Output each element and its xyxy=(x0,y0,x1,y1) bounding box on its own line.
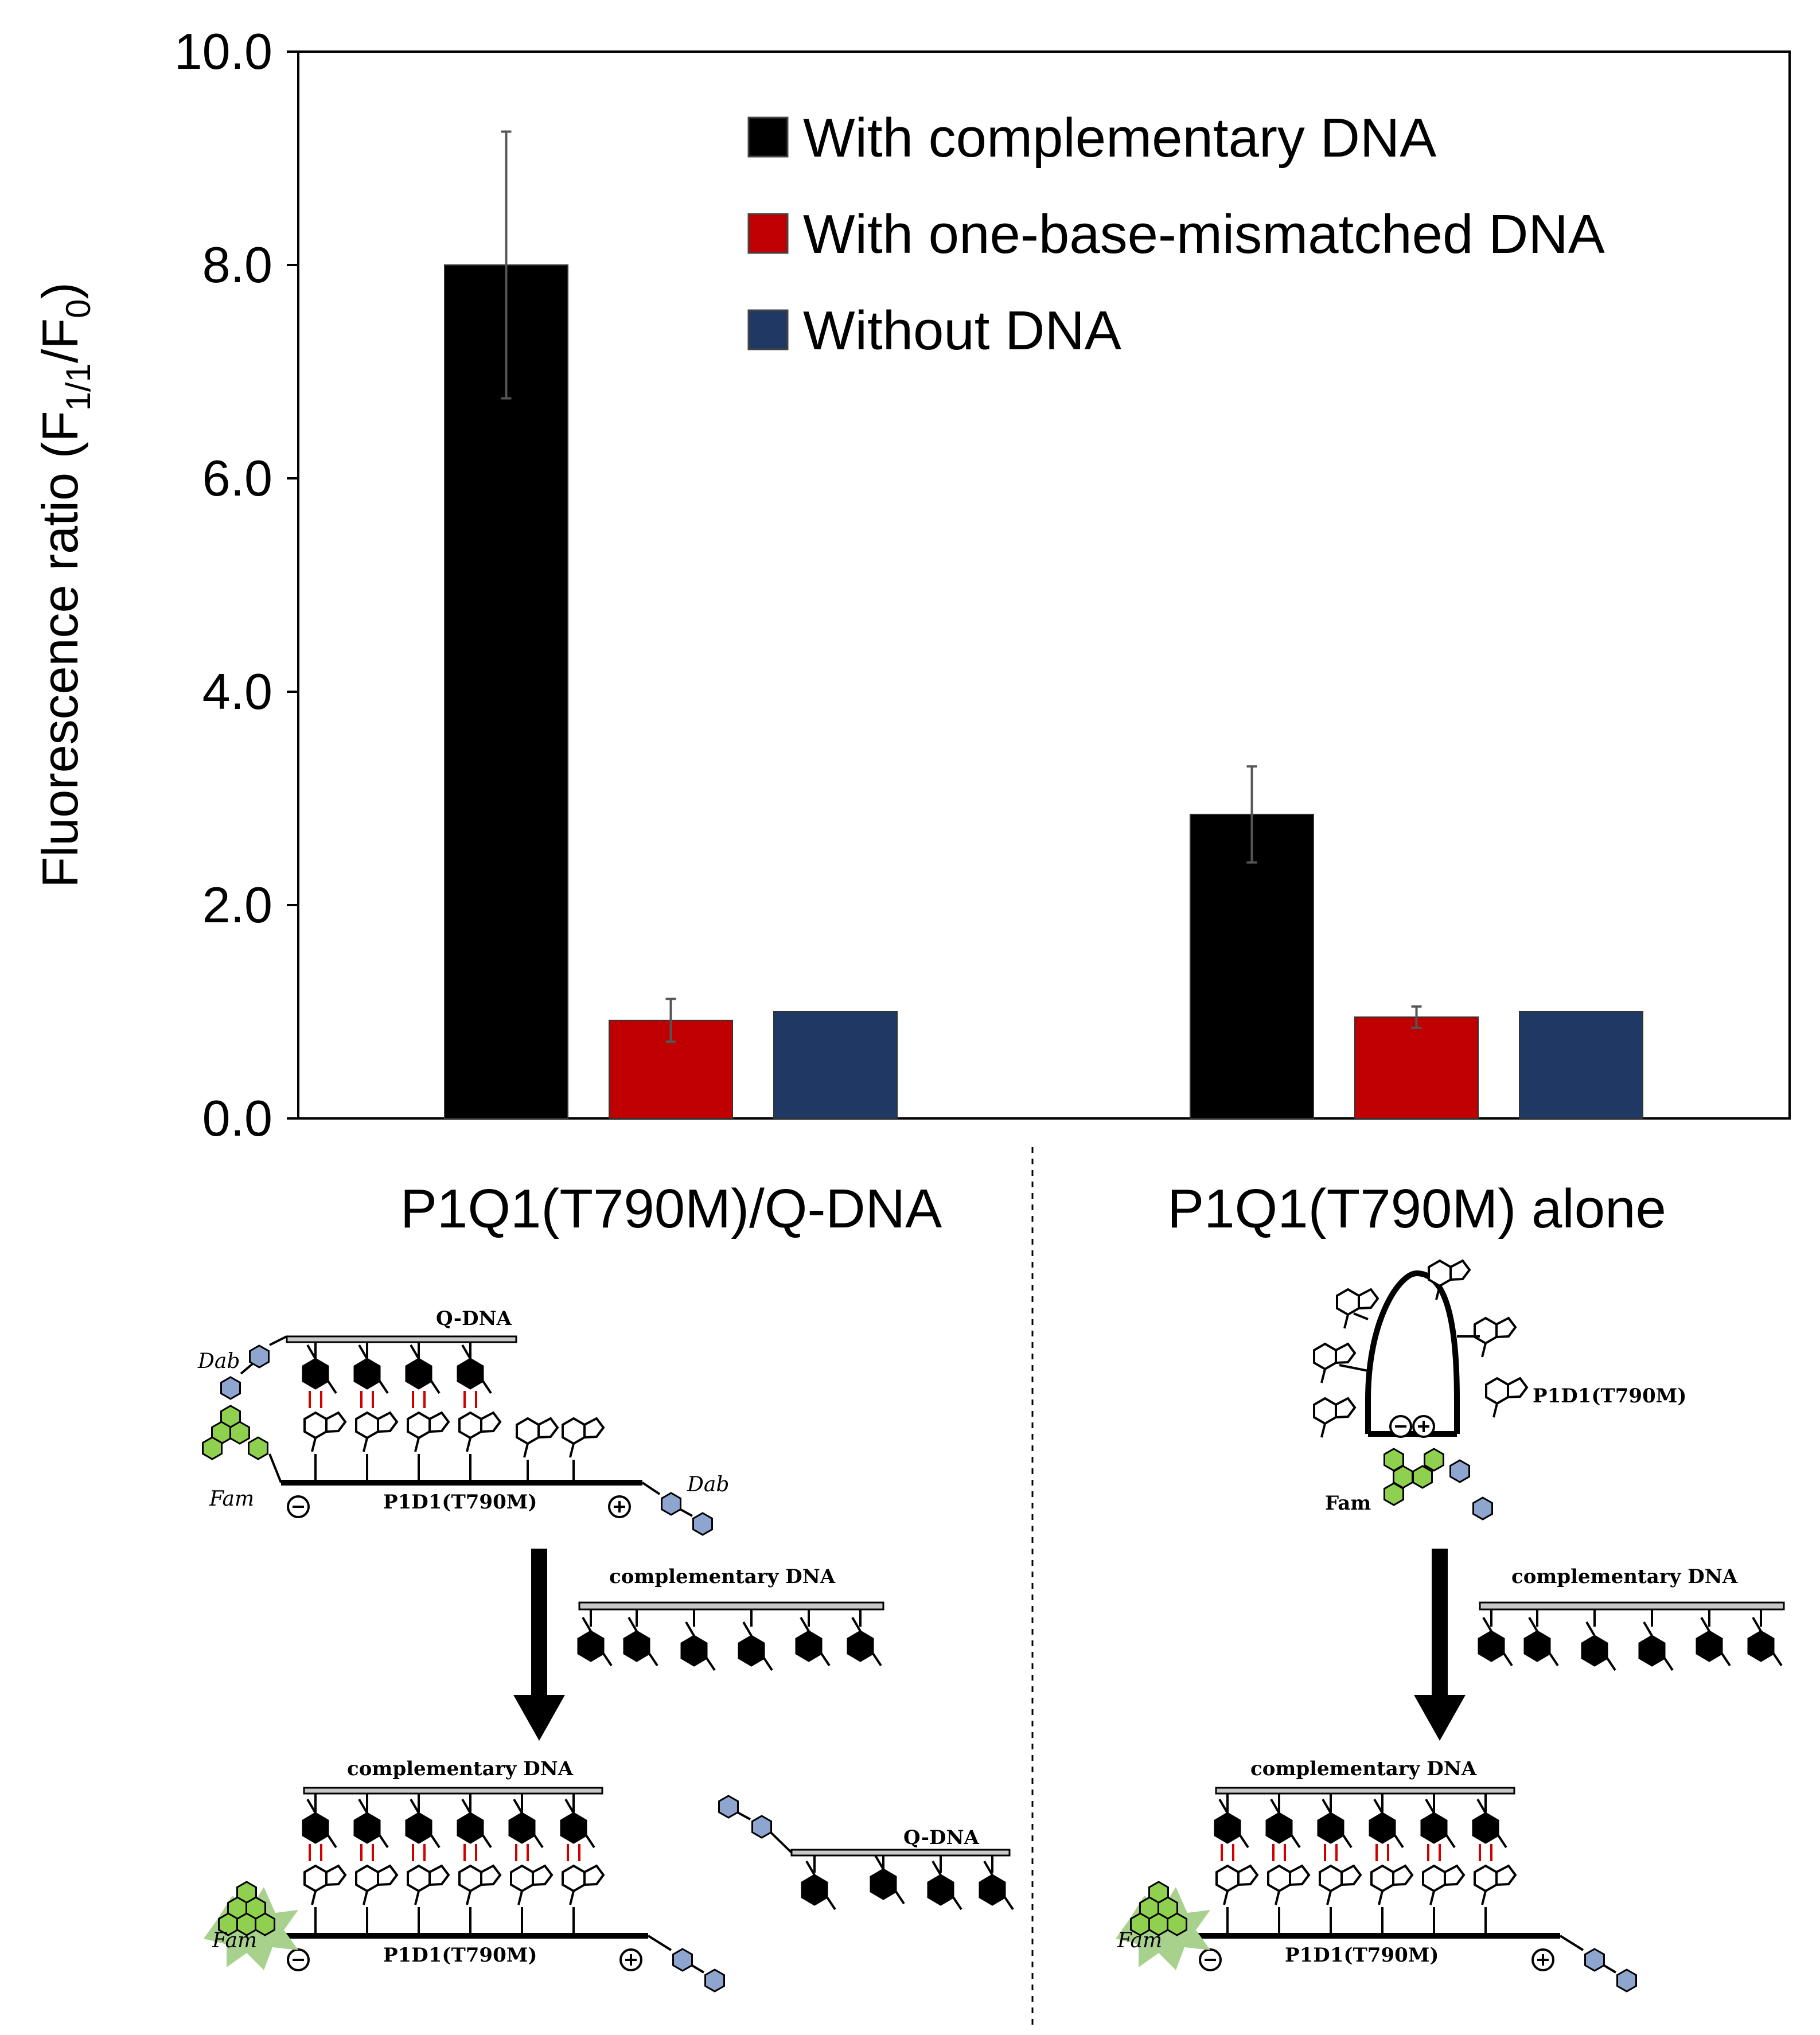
label-complementary-dna-right: complementary DNA xyxy=(1511,1565,1738,1588)
label-fam: Fam xyxy=(209,1487,254,1511)
label-complementary-dna: complementary DNA xyxy=(609,1565,836,1588)
plot-frame xyxy=(297,50,1791,1120)
label-q-dna-released: Q-DNA xyxy=(903,1826,980,1849)
y-tick-label: 8.0 xyxy=(202,236,272,293)
legend-swatch-without xyxy=(747,309,789,350)
arrowhead-left xyxy=(513,1695,565,1741)
error-bar-mismatched-1 xyxy=(665,997,676,1043)
group-label-qdna: P1Q1(T790M)/Q-DNA xyxy=(400,1178,942,1239)
label-p1d1-bottom: P1D1(T790M) xyxy=(383,1944,537,1967)
released-q-dna xyxy=(718,1795,1014,1911)
legend-label-complementary: With complementary DNA xyxy=(803,107,1436,169)
error-bar-complementary-1 xyxy=(501,130,512,400)
schematic-alone: P1D1(T790M) Fam complementary DNA comple… xyxy=(1116,1260,1784,1991)
p1d1-hairpin xyxy=(1313,1260,1528,1521)
bars xyxy=(444,264,1643,1120)
error-bar-complementary-2 xyxy=(1246,765,1257,864)
schematic-qdna: Q-DNA Dab Dab Fam P1D1(T790M) complement… xyxy=(197,1307,1014,1991)
label-p1d1-hairpin: P1D1(T790M) xyxy=(1533,1385,1686,1408)
legend-label-without: Without DNA xyxy=(803,300,1121,361)
legend: With complementary DNA With one-base-mis… xyxy=(747,107,1605,361)
legend-swatch-complementary xyxy=(747,116,789,158)
label-fam-bottom: Fam xyxy=(212,1929,257,1952)
arrowhead-right xyxy=(1414,1695,1466,1741)
label-complementary-dna-bottom: complementary DNA xyxy=(347,1757,574,1780)
label-q-dna: Q-DNA xyxy=(436,1307,512,1330)
label-dab-right: Dab xyxy=(687,1473,729,1496)
bar-complementary-2 xyxy=(1190,813,1314,1119)
y-tick-label: 6.0 xyxy=(202,450,272,506)
bar-without-1 xyxy=(773,1011,898,1119)
legend-label-mismatched: With one-base-mismatched DNA xyxy=(803,204,1605,265)
y-tick-label: 4.0 xyxy=(202,663,272,720)
y-tick-label: 2.0 xyxy=(202,876,272,933)
y-axis: 0.0 2.0 4.0 6.0 8.0 10.0 xyxy=(174,23,298,1147)
p1q1-qdna-complex xyxy=(202,1335,713,1536)
label-fam-right-bottom: Fam xyxy=(1117,1929,1162,1952)
bar-chart: 0.0 2.0 4.0 6.0 8.0 10.0 Fluorescence ratio (… xyxy=(32,23,1791,2030)
bar-mismatched-2 xyxy=(1354,1016,1479,1120)
y-tick-label: 10.0 xyxy=(174,23,272,80)
legend-swatch-mismatched xyxy=(747,213,789,254)
error-bar-mismatched-2 xyxy=(1411,1005,1422,1029)
y-axis-title: Fluorescence ratio (F1/1/F0) xyxy=(32,282,98,888)
label-dab-top: Dab xyxy=(197,1350,240,1373)
y-tick-label: 0.0 xyxy=(202,1090,272,1147)
label-complementary-dna-right-bottom: complementary DNA xyxy=(1250,1757,1477,1780)
group-label-alone: P1Q1(T790M) alone xyxy=(1167,1178,1666,1239)
label-p1d1-right-bottom: P1D1(T790M) xyxy=(1285,1944,1439,1967)
label-p1d1: P1D1(T790M) xyxy=(383,1491,537,1514)
bar-without-2 xyxy=(1519,1011,1643,1119)
label-fam-hairpin: Fam xyxy=(1325,1492,1371,1515)
error-bars xyxy=(501,130,1422,1043)
